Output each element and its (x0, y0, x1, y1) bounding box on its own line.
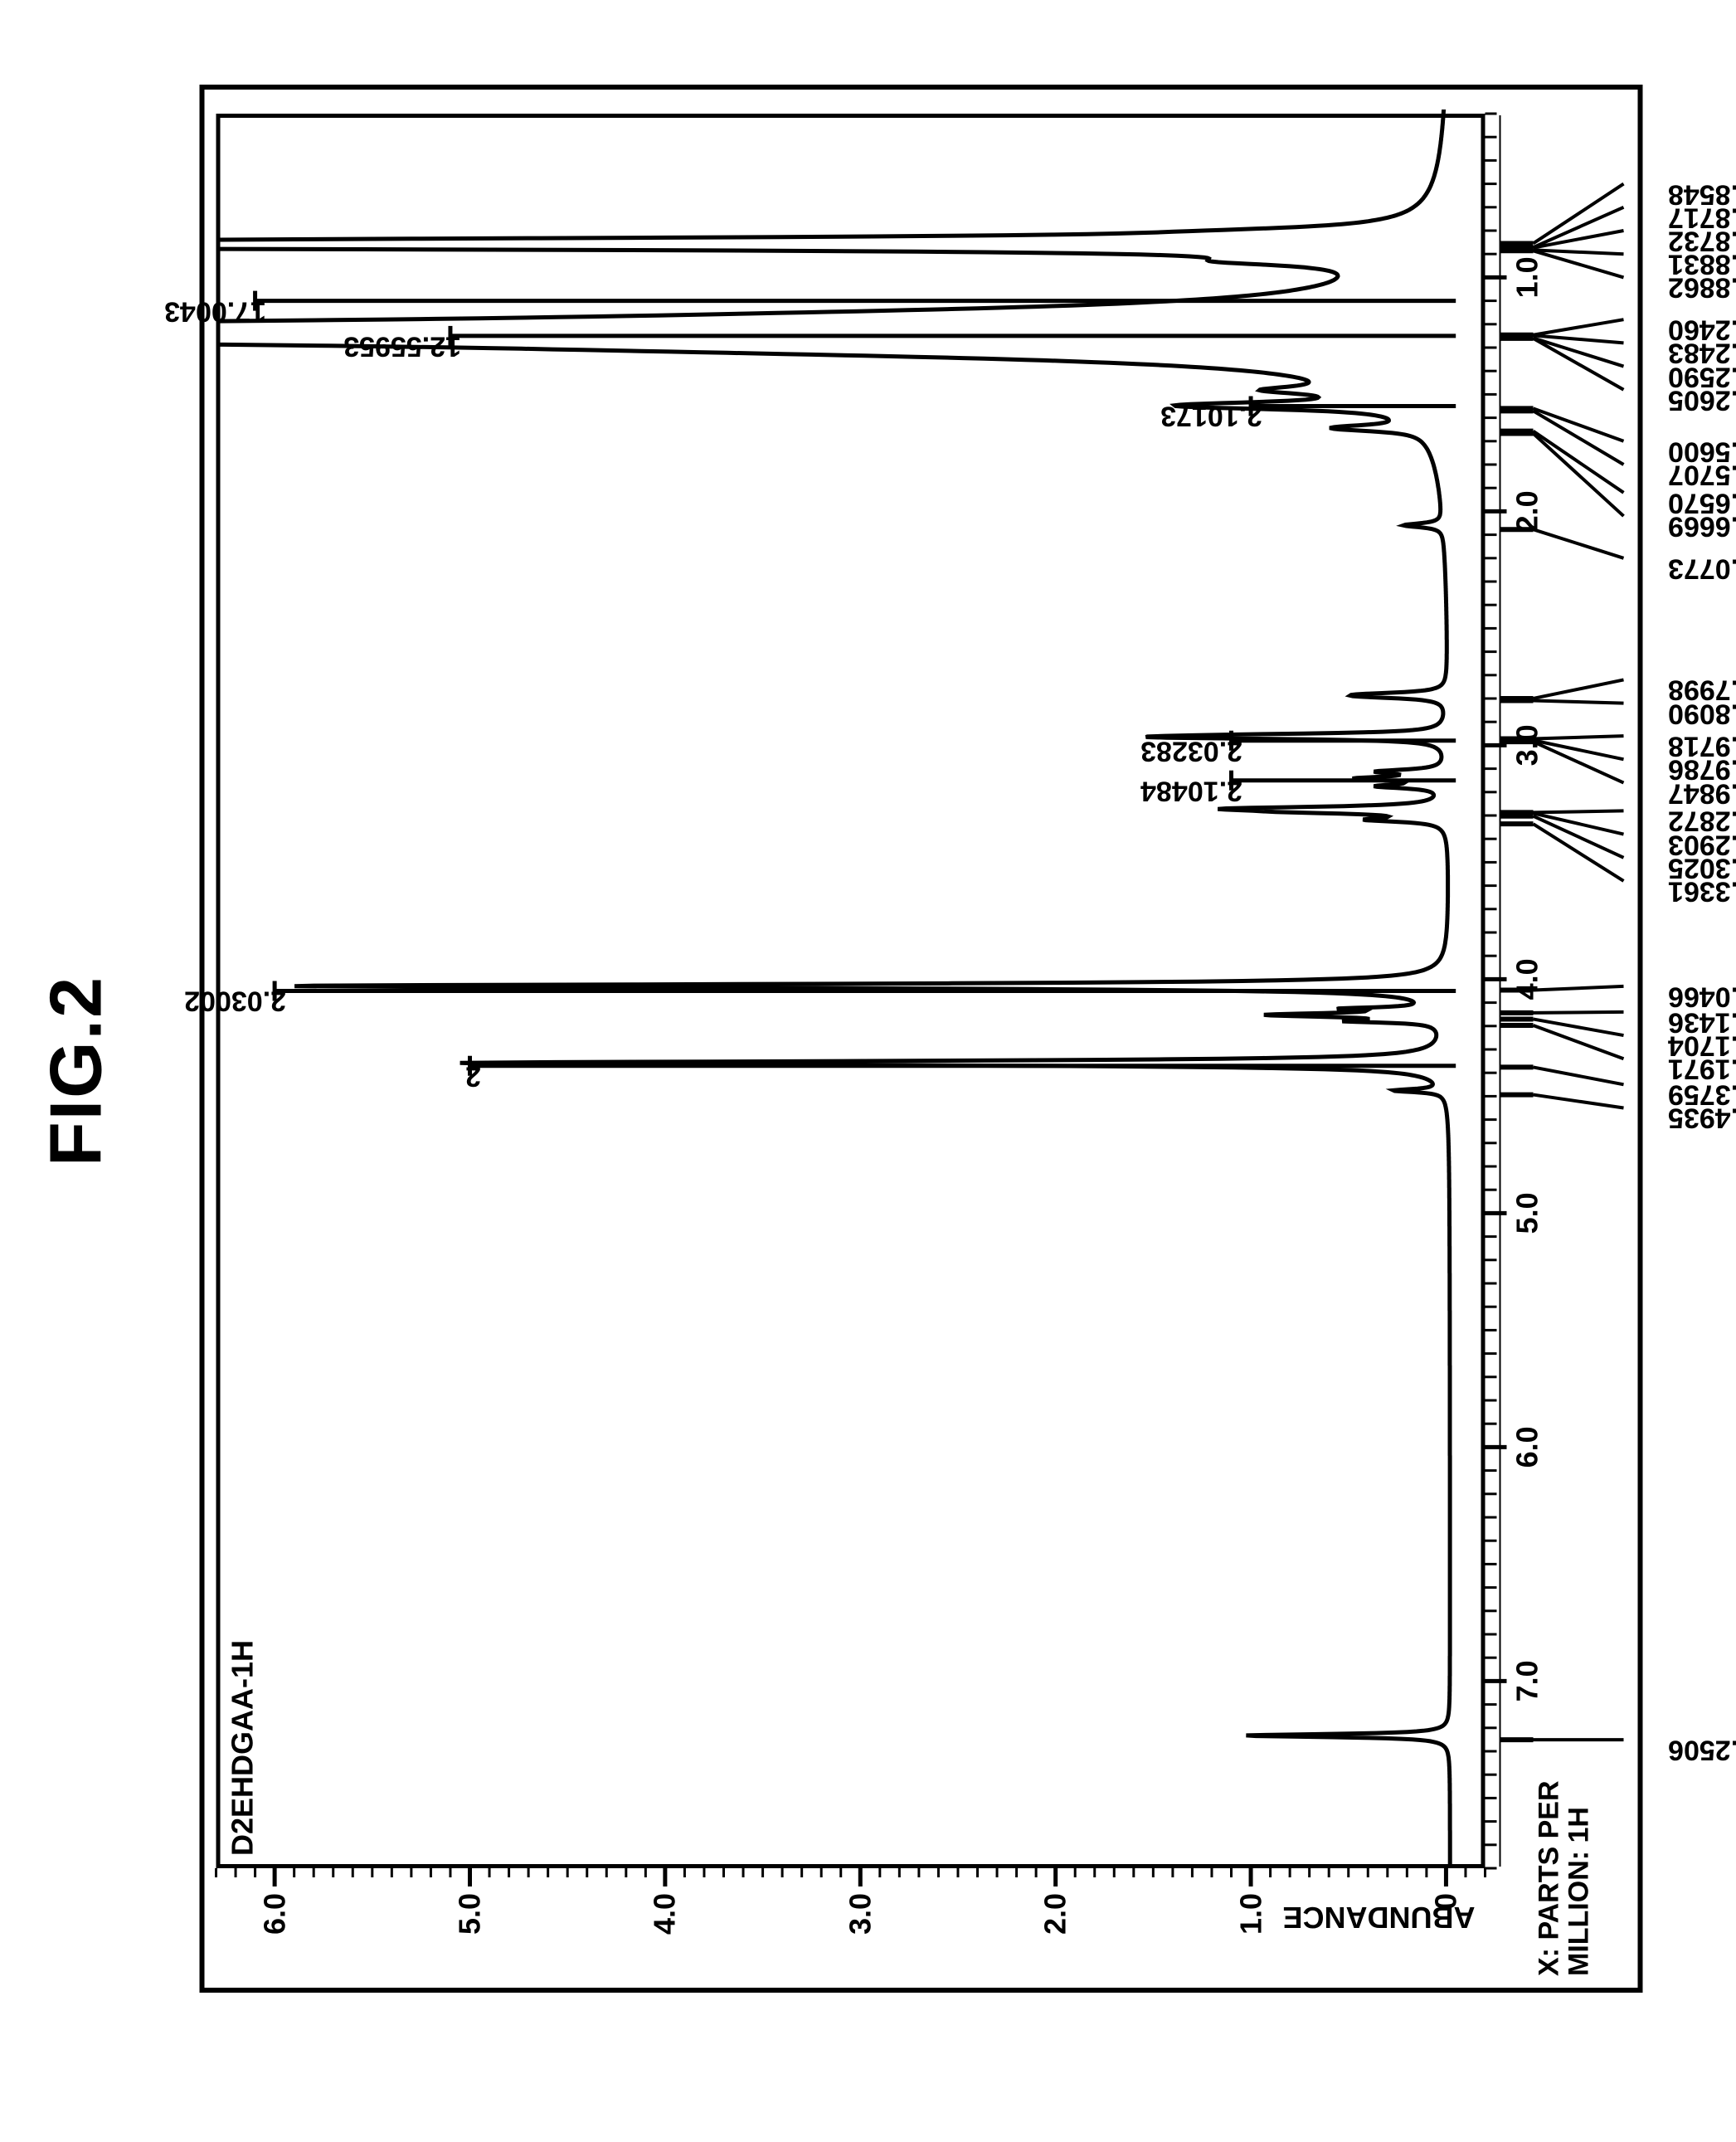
integral-label: 2.03002 (183, 985, 285, 1017)
peak-label: 3.2872 (1668, 805, 1736, 837)
integral-label: 2.03283 (1140, 734, 1242, 767)
x-tick-label: 2.0 (1510, 490, 1544, 532)
integral-label: 2.10484 (1140, 774, 1242, 806)
y-tick-label: 6.0 (257, 1893, 292, 1959)
x-axis-caption: X: PARTS PER MILLION: 1H (1534, 1780, 1593, 1976)
rotated-wrapper: FIG.2 D2EHDGAA-1H ABUNDANCE X: PARTS PER… (0, 0, 1736, 2142)
peak-label: 1.2460 (1668, 314, 1736, 346)
peak-label: 1.6570 (1668, 486, 1736, 518)
integral-label: 2 (465, 1059, 481, 1092)
x-tick-label: 1.0 (1510, 256, 1544, 298)
integral-label: 17.0043 (164, 295, 266, 327)
peak-label: 2.9718 (1668, 730, 1736, 762)
peak-label: 7.2506 (1668, 1734, 1736, 1766)
x-tick-label: 4.0 (1510, 958, 1544, 1000)
integral-label: 12.55953 (343, 329, 461, 362)
y-tick-label: 4.0 (647, 1893, 682, 1959)
peak-label: 1.5600 (1668, 435, 1736, 467)
x-tick-label: 3.0 (1510, 724, 1544, 766)
y-tick-label: 1.0 (1233, 1893, 1268, 1959)
x-tick-label: 7.0 (1510, 1660, 1544, 1701)
y-tick-label: 0 (1428, 1893, 1463, 1959)
page: FIG.2 D2EHDGAA-1H ABUNDANCE X: PARTS PER… (0, 0, 1736, 2142)
x-tick-label: 6.0 (1510, 1426, 1544, 1468)
peak-label: 2.0773 (1668, 552, 1736, 584)
y-tick-label: 2.0 (1038, 1893, 1072, 1959)
peak-label: 2.7998 (1668, 674, 1736, 706)
peak-label: 4.0466 (1668, 980, 1736, 1012)
x-tick-label: 5.0 (1510, 1192, 1544, 1234)
y-tick-label: 3.0 (843, 1893, 878, 1959)
integral-label: 2.10173 (1160, 400, 1262, 432)
peak-label: 0.8548 (1668, 178, 1736, 210)
y-tick-label: 5.0 (452, 1893, 487, 1959)
